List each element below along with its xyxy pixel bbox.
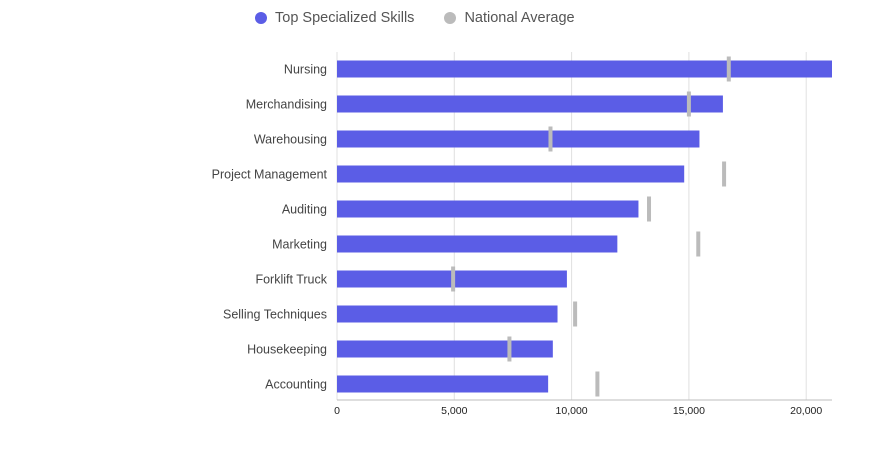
legend-marker-primary xyxy=(255,12,267,24)
category-label: Marketing xyxy=(272,238,327,252)
category-label: Auditing xyxy=(282,203,327,217)
legend-item-national-average[interactable]: National Average xyxy=(444,10,575,26)
bar-project-management xyxy=(337,165,685,183)
bar-marketing xyxy=(337,235,618,253)
average-marker-auditing xyxy=(647,196,652,222)
average-marker-selling-techniques xyxy=(573,301,578,327)
average-marker-forklift-truck xyxy=(451,266,456,292)
bar-auditing xyxy=(337,200,639,218)
average-marker-accounting xyxy=(595,371,600,397)
bar-accounting xyxy=(337,375,549,393)
category-label: Accounting xyxy=(265,378,327,392)
category-label: Selling Techniques xyxy=(223,308,327,322)
x-tick-label: 0 xyxy=(334,405,340,417)
legend-item-top-specialized-skills[interactable]: Top Specialized Skills xyxy=(255,10,414,26)
category-label: Nursing xyxy=(284,63,327,77)
chart-legend: Top Specialized Skills National Average xyxy=(255,10,605,26)
bar-housekeeping xyxy=(337,340,553,358)
average-marker-project-management xyxy=(722,161,727,187)
average-marker-marketing xyxy=(696,231,701,257)
bar-warehousing xyxy=(337,130,700,148)
average-marker-nursing xyxy=(726,56,731,82)
x-tick-label: 10,000 xyxy=(556,405,588,417)
x-tick-label: 15,000 xyxy=(673,405,705,417)
average-marker-merchandising xyxy=(686,91,691,117)
x-tick-label: 20,000 xyxy=(790,405,822,417)
category-label: Forklift Truck xyxy=(255,273,327,287)
average-marker-warehousing xyxy=(548,126,553,152)
category-label: Housekeeping xyxy=(247,343,327,357)
bar-merchandising xyxy=(337,95,723,113)
x-tick-label: 5,000 xyxy=(441,405,467,417)
legend-label-secondary: National Average xyxy=(464,10,575,26)
legend-marker-secondary xyxy=(444,12,457,24)
legend-label-primary: Top Specialized Skills xyxy=(275,10,415,26)
category-label: Warehousing xyxy=(254,133,327,147)
average-marker-housekeeping xyxy=(507,336,512,362)
bar-nursing xyxy=(337,60,832,78)
category-label: Project Management xyxy=(212,168,328,182)
category-label: Merchandising xyxy=(246,98,327,112)
bar-selling-techniques xyxy=(337,305,558,323)
